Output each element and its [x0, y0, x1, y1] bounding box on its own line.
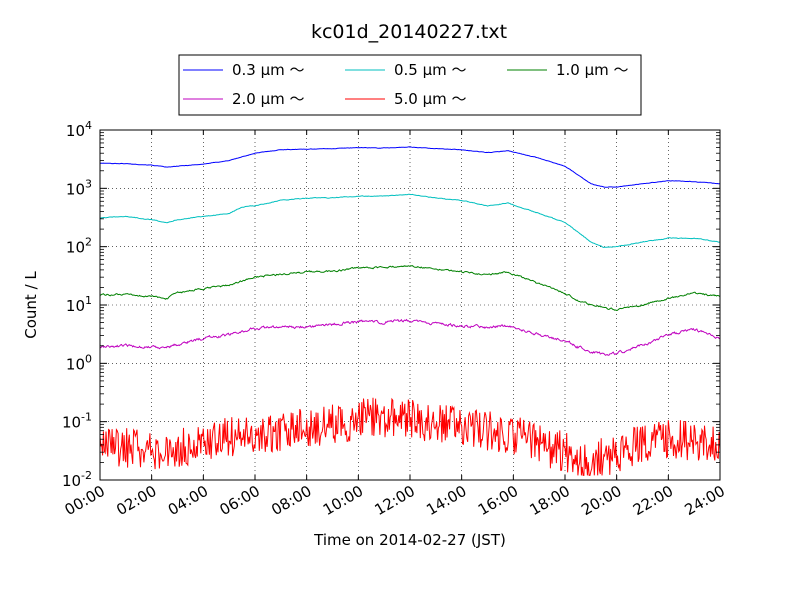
chart-title: kc01d_20140227.txt — [311, 21, 507, 43]
x-tick-label: 06:00 — [217, 482, 263, 519]
x-tick-label: 02:00 — [113, 482, 159, 519]
grid — [100, 130, 720, 480]
x-axis-tick-labels: 00:00 02:00 04:00 06:00 08:00 10:00 12:00 14:00… — [62, 482, 728, 519]
y-tick-label: 103 — [66, 177, 92, 198]
legend-box — [178, 54, 642, 116]
x-tick-label: 04:00 — [165, 482, 211, 519]
legend-label: 0.5 μm ～ — [394, 61, 467, 79]
series-line — [99, 397, 721, 476]
legend: 0.3 μm ～ 0.5 μm ～ 1.0 μm ～ 2.0 μm ～ 5.0 μm ～ — [178, 54, 642, 116]
plot-series — [99, 146, 721, 476]
series-line — [99, 193, 721, 249]
x-tick-label: 12:00 — [372, 482, 418, 519]
legend-label: 2.0 μm ～ — [232, 90, 305, 108]
series-line — [99, 318, 721, 356]
x-tick-label: 20:00 — [578, 482, 624, 519]
y-tick-label: 100 — [66, 352, 92, 373]
y-axis-label: Count / L — [22, 271, 40, 339]
x-tick-label: 16:00 — [475, 482, 521, 519]
x-tick-label: 08:00 — [268, 482, 314, 519]
x-tick-label: 22:00 — [630, 482, 676, 519]
series-line — [100, 146, 721, 188]
y-tick-label: 10-1 — [62, 411, 92, 432]
x-tick-label: 18:00 — [527, 482, 573, 519]
y-tick-label: 10-2 — [62, 469, 92, 490]
legend-label: 5.0 μm ～ — [394, 90, 467, 108]
legend-label: 1.0 μm ～ — [556, 61, 629, 79]
y-tick-label: 102 — [66, 236, 92, 257]
legend-label: 0.3 μm ～ — [232, 61, 305, 79]
axis-ticks — [99, 129, 721, 481]
y-tick-label: 101 — [66, 294, 92, 315]
y-tick-label: 104 — [66, 119, 92, 140]
x-tick-label: 14:00 — [423, 482, 469, 519]
series-line — [99, 265, 721, 312]
x-tick-label: 24:00 — [682, 482, 728, 519]
x-tick-label: 10:00 — [320, 482, 366, 519]
y-axis-tick-labels: 10-2 10-1 100 101 102 103 104 — [62, 119, 92, 490]
x-axis-label: Time on 2014-02-27 (JST) — [313, 531, 506, 549]
